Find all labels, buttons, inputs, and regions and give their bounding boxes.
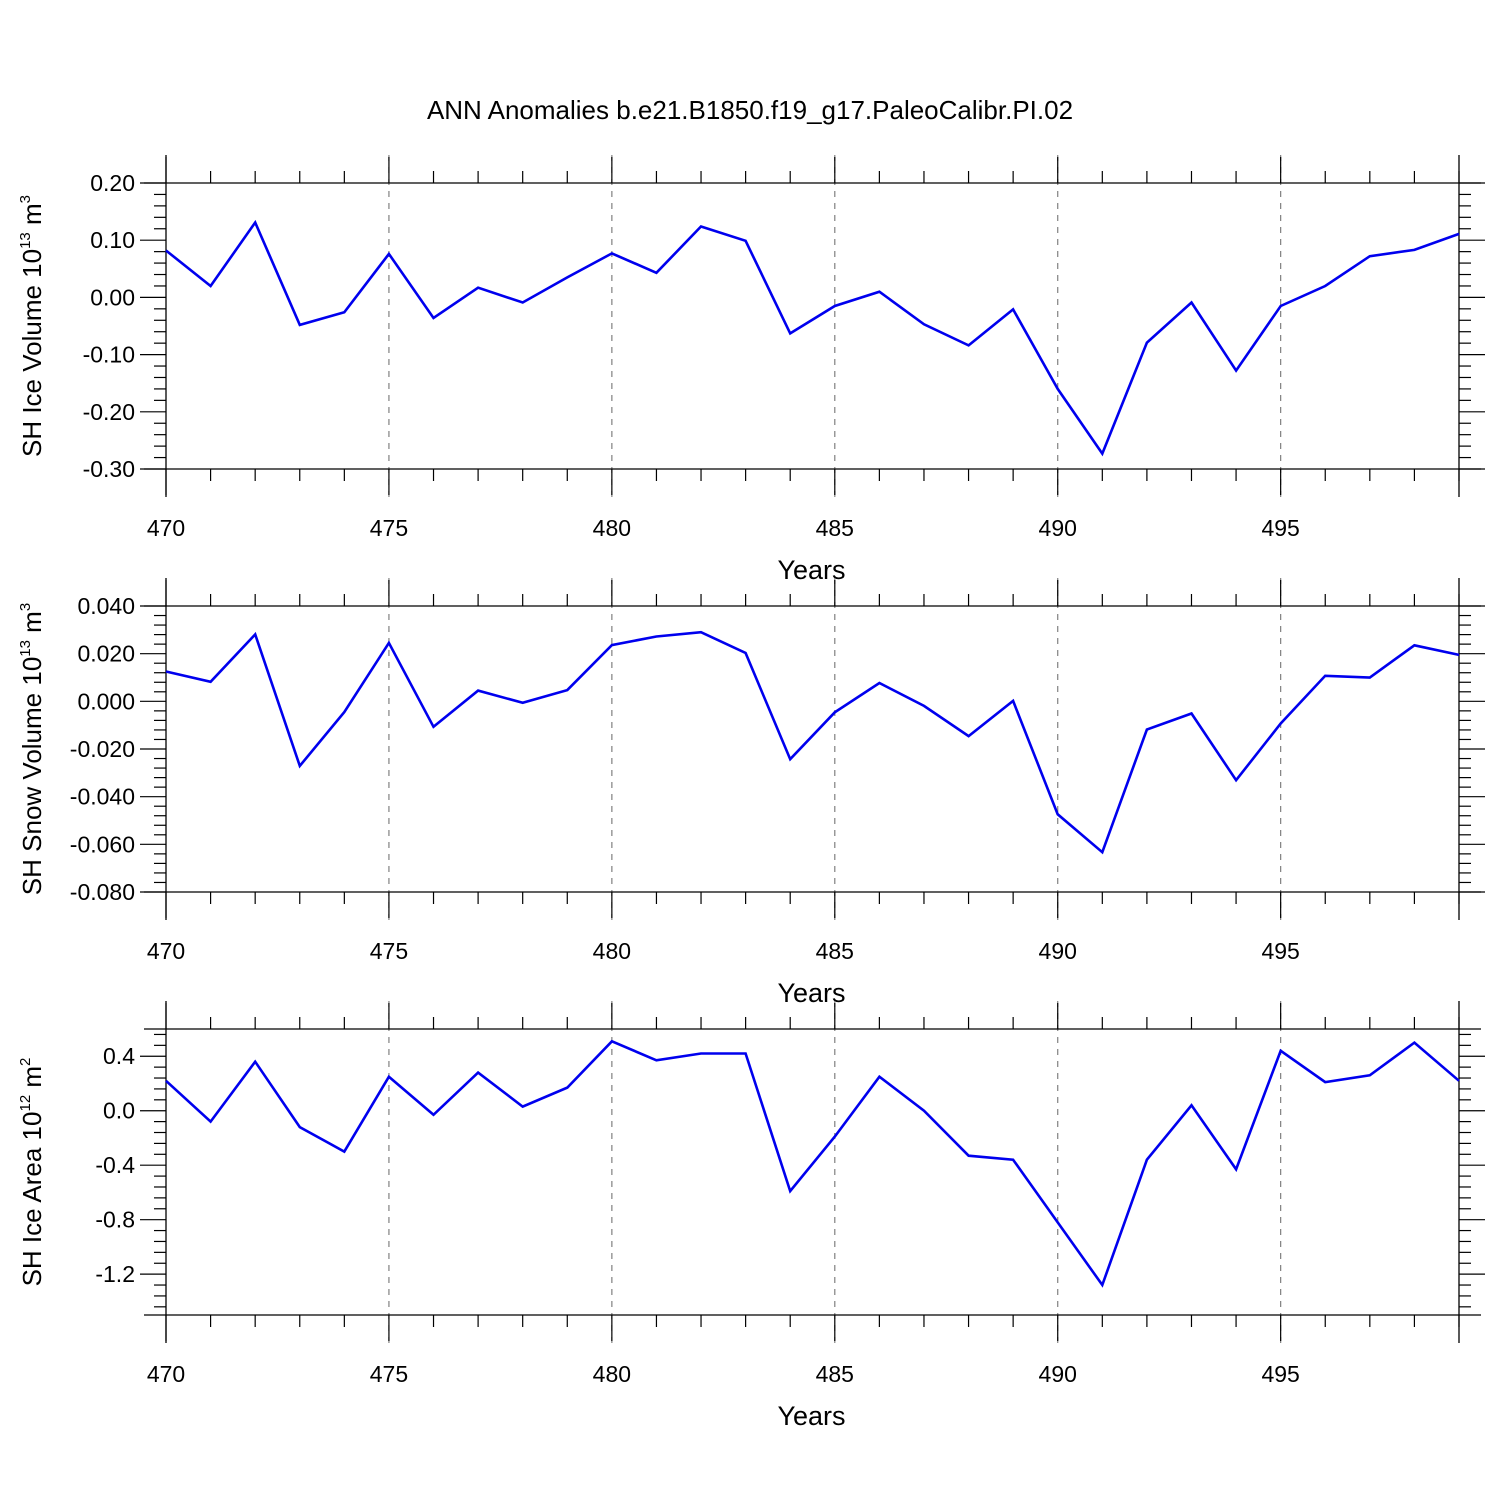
ice-area-x-tick-label: 495 [1261, 1361, 1299, 1387]
ice-volume-y-tick-label: 0.00 [90, 284, 135, 310]
snow-volume-x-tick-label: 470 [147, 938, 185, 964]
ice-volume-x-tick-label: 480 [593, 515, 631, 541]
ice-volume-y-axis-label: SH Ice Volume 1013 m3 [17, 195, 47, 457]
snow-volume-y-tick-label: -0.060 [70, 831, 135, 857]
ice-area-series-line [165, 1039, 1460, 1288]
ice-area-y-axis-label: SH Ice Area 1012 m2 [17, 1058, 47, 1287]
ice-volume-x-tick-label: 475 [370, 515, 408, 541]
snow-volume-y-tick-label: -0.040 [70, 784, 135, 810]
ice-area-x-tick-label: 470 [147, 1361, 185, 1387]
snow-volume-y-tick-label: 0.020 [77, 641, 135, 667]
ice-volume-panel: 470 475 480 485 490 495 0.20 0.10 0.00 -0.10 -0.20… [17, 155, 1485, 585]
ice-volume-y-tick-label: 0.20 [90, 170, 135, 196]
snow-volume-y-tick-label: 0.040 [77, 593, 135, 619]
y-label-text: SH Ice Volume 10 [17, 249, 47, 457]
ice-volume-x-tick-label: 470 [147, 515, 185, 541]
ice-area-y-tick-label: -0.8 [95, 1207, 135, 1233]
figure-title: ANN Anomalies b.e21.B1850.f19_g17.PaleoC… [427, 95, 1073, 125]
ice-area-panel: 470 475 480 485 490 495 0.4 0.0 -0.4 -0.8 -1.2 Year… [17, 1001, 1485, 1431]
y-label-text: SH Snow Volume 10 [17, 657, 47, 895]
ice-volume-y-tick-label: -0.20 [83, 399, 135, 425]
y-label-superscript: 13 [17, 640, 34, 657]
y-label-superscript: 3 [17, 195, 34, 203]
ice-area-y-tick-label: 0.0 [103, 1098, 135, 1124]
ice-volume-x-tick-label: 485 [816, 515, 854, 541]
ice-volume-x-axis-label: Years [777, 555, 845, 585]
ice-area-x-axis-label: Years [777, 1401, 845, 1431]
snow-volume-x-axis-label: Years [777, 978, 845, 1008]
ice-area-x-tick-label: 490 [1039, 1361, 1077, 1387]
ice-area-y-tick-label: 0.4 [103, 1043, 135, 1069]
y-label-superscript: 2 [17, 1058, 34, 1066]
snow-volume-x-tick-label: 490 [1039, 938, 1077, 964]
y-label-text: m [17, 611, 47, 640]
ice-area-x-tick-label: 480 [593, 1361, 631, 1387]
y-label-text: SH Ice Area 10 [17, 1112, 47, 1287]
snow-volume-y-axis-label: SH Snow Volume 1013 m3 [17, 603, 47, 895]
y-label-superscript: 3 [17, 603, 34, 611]
snow-volume-x-tick-label: 475 [370, 938, 408, 964]
ice-area-x-tick-label: 485 [816, 1361, 854, 1387]
snow-volume-y-tick-label: -0.080 [70, 879, 135, 905]
ice-area-y-tick-label: -1.2 [95, 1261, 135, 1287]
ice-volume-x-tick-label: 490 [1039, 515, 1077, 541]
snow-volume-x-tick-label: 495 [1261, 938, 1299, 964]
ice-volume-y-tick-label: 0.10 [90, 227, 135, 253]
ice-volume-x-tick-label: 495 [1261, 515, 1299, 541]
y-label-superscript: 12 [17, 1095, 34, 1112]
y-label-text: m [17, 203, 47, 232]
ice-volume-series-line [165, 219, 1460, 457]
snow-volume-y-tick-label: 0.000 [77, 688, 135, 714]
ice-volume-y-tick-label: -0.10 [83, 342, 135, 368]
snow-volume-panel: 470 475 480 485 490 495 0.040 0.020 0.000 -0.020 -… [17, 578, 1485, 1008]
y-label-superscript: 13 [17, 232, 34, 249]
ice-area-x-tick-label: 475 [370, 1361, 408, 1387]
ice-volume-y-tick-label: -0.30 [83, 456, 135, 482]
snow-volume-y-tick-label: -0.020 [70, 736, 135, 762]
ice-area-y-tick-label: -0.4 [95, 1152, 135, 1178]
snow-volume-x-tick-label: 480 [593, 938, 631, 964]
snow-volume-series-line [165, 630, 1460, 855]
snow-volume-x-tick-label: 485 [816, 938, 854, 964]
y-label-text: m [17, 1066, 47, 1095]
